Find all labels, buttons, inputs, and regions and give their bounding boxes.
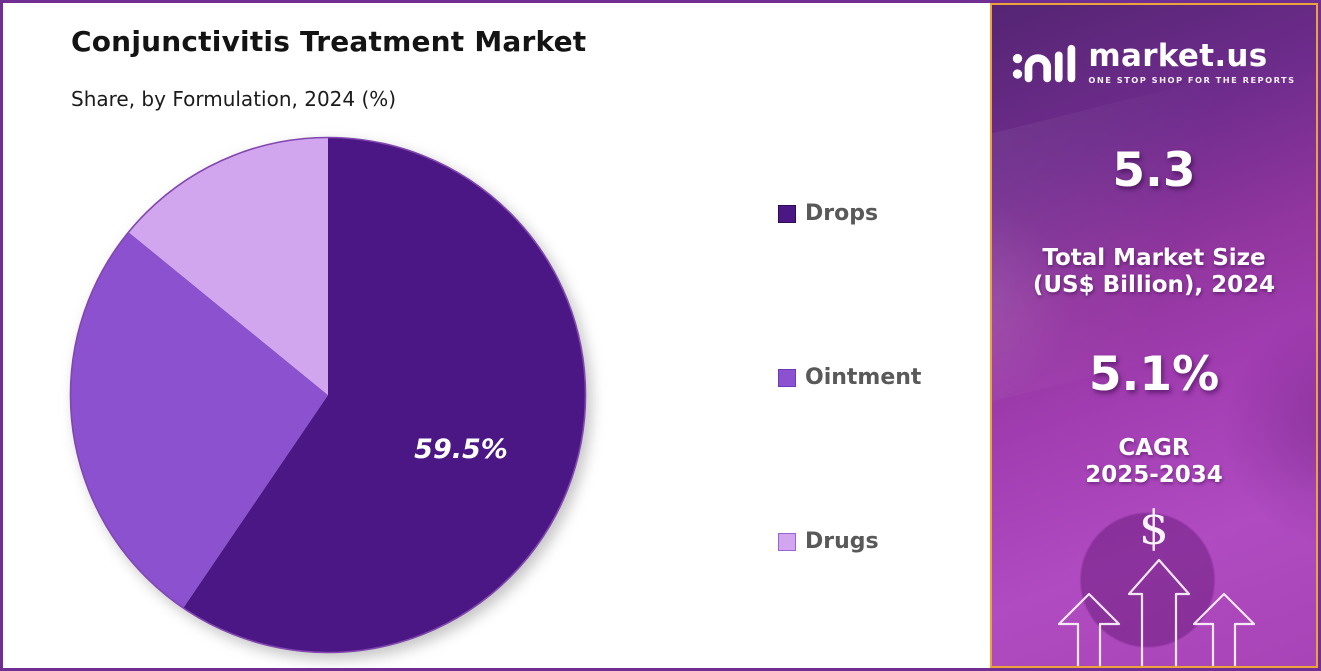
cagr-label-line1: CAGR <box>1118 435 1190 461</box>
pie-rim <box>69 136 587 654</box>
pie-slice-drugs <box>128 137 328 395</box>
legend-label: Drugs <box>805 529 879 554</box>
marketus-logo-icon <box>1013 44 1076 83</box>
brand-name: market.us <box>1088 38 1268 74</box>
brand-tagline: ONE STOP SHOP FOR THE REPORTS <box>1088 75 1296 85</box>
dollar-icon: $ <box>1139 501 1169 556</box>
legend-label: Drops <box>805 201 879 226</box>
page-subtitle: Share, by Formulation, 2024 (%) <box>71 87 397 111</box>
cagr-value: 5.1% <box>1088 347 1220 402</box>
legend-item-ointment: Ointment <box>778 365 921 391</box>
total-market-size-label-line1: Total Market Size <box>1042 245 1266 271</box>
pie-chart: 59.5% <box>66 133 590 657</box>
brand-logo: market.us ONE STOP SHOP FOR THE REPORTS <box>992 37 1316 89</box>
legend-label: Ointment <box>805 365 922 390</box>
page-title: Conjunctivitis Treatment Market <box>71 25 587 58</box>
legend-swatch-icon <box>778 533 796 551</box>
pie-slice-ointment <box>69 231 329 609</box>
cagr-label-line2: 2025-2034 <box>1085 462 1223 489</box>
brand-sidebar: market.us ONE STOP SHOP FOR THE REPORTS … <box>990 3 1318 668</box>
legend-item-drops: Drops <box>778 201 921 227</box>
total-market-size-label-line2: (US$ Billion), 2024 <box>1032 272 1276 299</box>
legend-item-drugs: Drugs <box>778 529 921 555</box>
pie-chart-svg: 59.5% <box>69 136 587 654</box>
legend-swatch-icon <box>778 369 796 387</box>
legend: Drops Ointment Drugs <box>778 201 921 555</box>
total-market-size-value: 5.3 <box>1112 143 1196 198</box>
brand-text: market.us ONE STOP SHOP FOR THE REPORTS <box>1088 38 1296 86</box>
legend-swatch-icon <box>778 205 796 223</box>
pie-data-label: 59.5% <box>414 434 508 465</box>
chart-panel: Conjunctivitis Treatment Market Share, b… <box>3 3 990 668</box>
cagr-label: CAGR 2025-2034 <box>992 435 1316 489</box>
growth-arrows-icon <box>1057 558 1256 666</box>
pie-slice-drops <box>182 137 586 653</box>
total-market-size-label: Total Market Size (US$ Billion), 2024 <box>992 245 1316 299</box>
